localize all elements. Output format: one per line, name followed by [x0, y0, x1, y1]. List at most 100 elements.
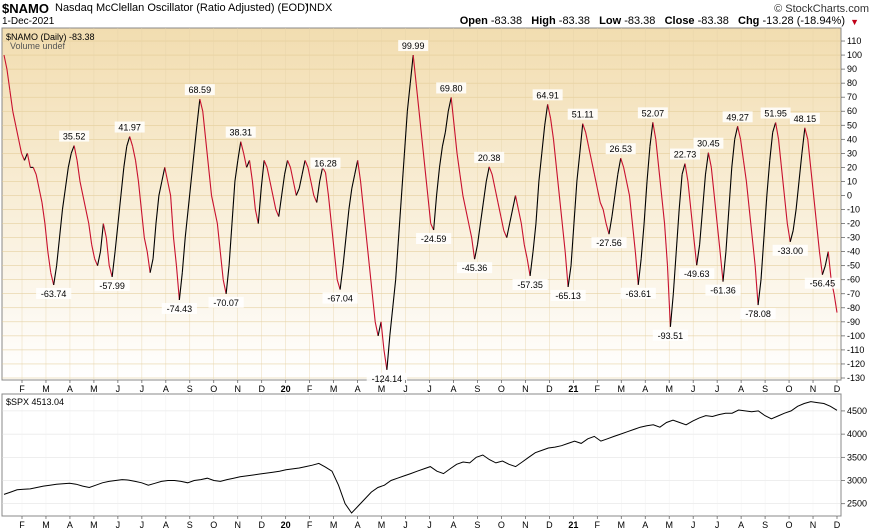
namo-segment	[640, 223, 645, 259]
namo-y-tick-label: 110	[847, 36, 861, 46]
namo-segment	[444, 111, 449, 133]
namo-segment	[669, 293, 674, 327]
namo-segment	[631, 223, 636, 252]
namo-segment	[263, 160, 268, 168]
namo-segment	[547, 104, 552, 119]
namo-annotation-box	[456, 262, 493, 274]
namo-segment	[324, 172, 329, 196]
namo-segment	[137, 181, 142, 210]
namo-segment	[465, 209, 470, 224]
spx-x-tick-label: D	[834, 520, 841, 530]
namo-segment	[696, 244, 701, 266]
spx-y-tick-label: 4500	[847, 406, 867, 416]
spx-x-axis: F M A M J J A S O N D 20 F M A M J J A S O N D 21 F M A M J J A S O N D	[19, 516, 841, 530]
quote-line: 1-Dec-2021 Open -83.38 High -83.38 Low -…	[0, 15, 873, 28]
namo-annotation-box	[94, 279, 130, 291]
namo-segment	[316, 181, 321, 203]
namo-annotation-box	[474, 151, 505, 163]
namo-annotation-label: -63.61	[625, 289, 651, 299]
namo-segment	[348, 188, 353, 210]
spx-x-tick-label: J	[140, 520, 145, 530]
namo-segment	[628, 195, 633, 224]
namo-segment	[798, 153, 803, 182]
namo-annotation-box	[789, 112, 820, 124]
namo-segment	[310, 181, 315, 196]
namo-annotation-box	[652, 329, 688, 341]
namo-x-tick-label: F	[19, 384, 25, 394]
namo-segment	[605, 223, 610, 235]
namo-x-tick-label: N	[522, 384, 529, 394]
namo-segment	[67, 153, 72, 168]
namo-segment	[713, 195, 718, 224]
namo-annotation-box	[366, 372, 408, 384]
namo-x-tick-label: F	[307, 384, 313, 394]
namo-segment	[56, 237, 61, 266]
namo-segment	[287, 160, 291, 168]
namo-segment	[652, 122, 657, 140]
namo-segment	[783, 195, 788, 224]
namo-segment	[649, 122, 654, 147]
namo-segment	[400, 153, 405, 196]
namo-annotation-label: 22.73	[674, 150, 697, 160]
namo-segment	[690, 209, 695, 238]
spx-x-tick-label: J	[427, 520, 432, 530]
namo-segment	[821, 265, 826, 275]
namo-segment	[53, 265, 58, 286]
namo-segment	[526, 258, 531, 277]
namo-y-tick-label: -110	[847, 345, 864, 355]
spx-x-tick-label: M	[330, 520, 338, 530]
namo-annotation-label: -63.74	[41, 289, 67, 299]
namo-annotation-label: -61.36	[710, 286, 736, 296]
namo-segment	[91, 244, 96, 259]
namo-annotation-box	[567, 108, 598, 120]
namo-x-tick-label: A	[450, 384, 456, 394]
namo-segment	[567, 265, 572, 287]
namo-annotation-label: 68.59	[189, 85, 212, 95]
namo-segment	[304, 160, 309, 168]
namo-annotation-label: -27.56	[596, 238, 622, 248]
namo-segment	[447, 97, 452, 112]
namo-segment	[187, 181, 192, 210]
namo-segment	[94, 258, 99, 266]
namo-segment	[824, 251, 829, 266]
namo-segment	[453, 125, 458, 154]
namo-segment	[15, 125, 20, 140]
namo-segment	[237, 141, 242, 161]
namo-segment	[637, 258, 642, 285]
namo-annotation-box	[59, 130, 90, 142]
high-value: -83.38	[558, 15, 590, 27]
namo-segment	[208, 167, 213, 196]
namo-segment	[275, 209, 280, 217]
namo-segment	[246, 160, 251, 168]
namo-x-tick-label: S	[187, 384, 193, 394]
namo-segment	[175, 265, 180, 301]
namo-x-tick-label: M	[665, 384, 673, 394]
namo-annotation-label: 69.80	[440, 83, 463, 93]
spx-x-tick-label: O	[786, 520, 793, 530]
namo-segment	[234, 160, 239, 182]
namo-segment	[339, 265, 344, 290]
namo-segment	[544, 104, 549, 126]
spx-x-tick-label: M	[618, 520, 626, 530]
exchange-label: INDX	[306, 2, 333, 14]
namo-segment	[222, 279, 227, 294]
stockcharts-logo[interactable]: © StockCharts.com	[774, 3, 869, 15]
namo-segment	[216, 223, 221, 252]
namo-segment	[494, 188, 499, 203]
namo-y-tick-label: -60	[847, 275, 860, 285]
spx-y-tick-label: 2500	[847, 499, 867, 509]
spx-x-tick-label: A	[355, 520, 361, 530]
namo-segment	[202, 111, 207, 140]
namo-segment	[763, 195, 768, 238]
namo-segment	[96, 251, 101, 266]
namo-segment	[795, 181, 800, 210]
namo-segment	[365, 237, 370, 266]
namo-y-axis: 1101009080706050403020100-10-20-30-40-50…	[841, 36, 865, 383]
namo-segment	[693, 237, 698, 266]
namo-segment	[596, 188, 601, 203]
namo-annotation-label: 26.53	[609, 144, 632, 154]
namo-y-tick-label: 40	[847, 134, 857, 144]
namo-segment	[85, 209, 90, 224]
high-label: High	[531, 15, 556, 27]
